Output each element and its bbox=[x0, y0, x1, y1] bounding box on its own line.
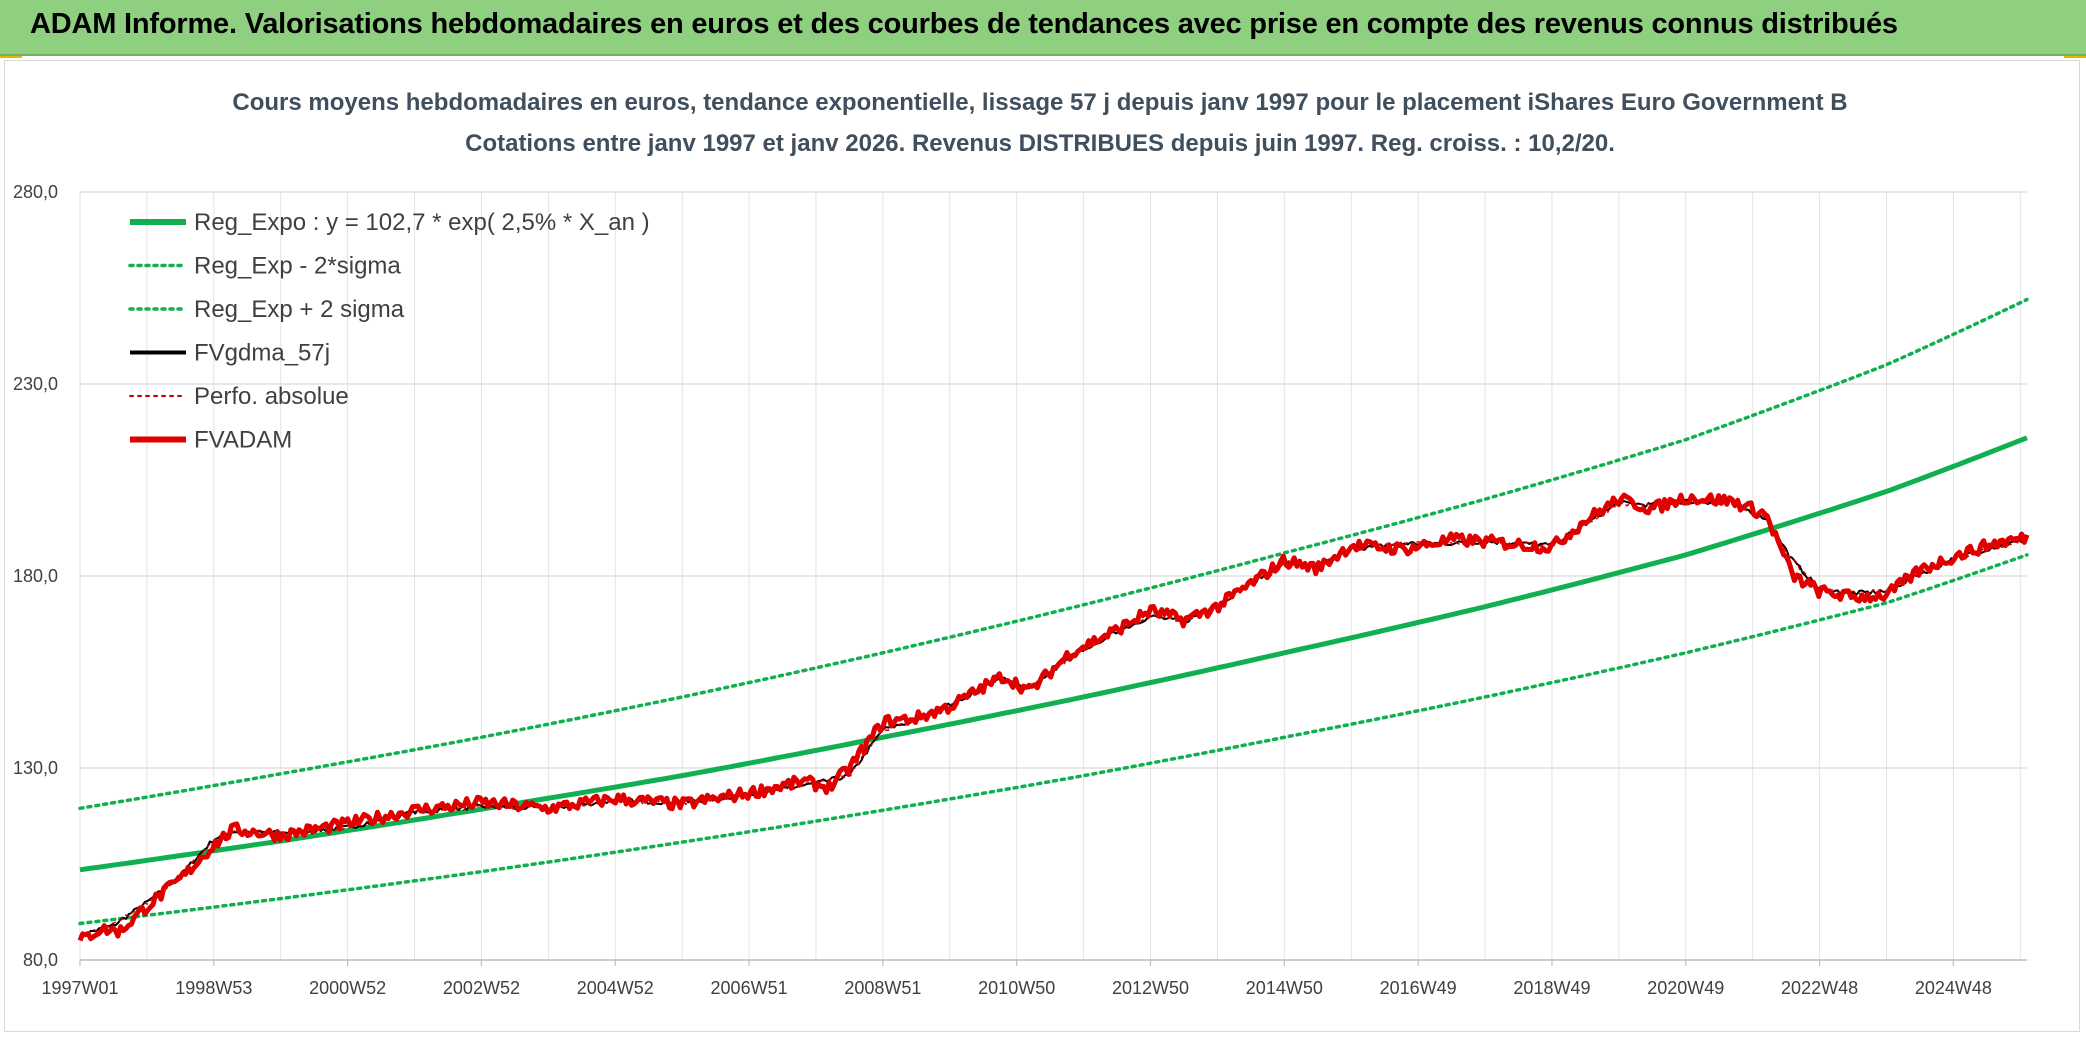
x-tick-label: 2018W49 bbox=[1513, 978, 1590, 998]
report-header: ADAM Informe. Valorisations hebdomadaire… bbox=[0, 0, 2086, 58]
y-tick-label: 80,0 bbox=[23, 950, 58, 970]
x-tick-label: 2002W52 bbox=[443, 978, 520, 998]
x-tick-label: 2020W49 bbox=[1647, 978, 1724, 998]
x-tick-label: 2008W51 bbox=[844, 978, 921, 998]
x-tick-label: 2004W52 bbox=[577, 978, 654, 998]
legend-label: Reg_Exp + 2 sigma bbox=[194, 296, 405, 323]
axes: 80,0 130,0 180,0 230,0 280,0 1997W01 1998W53 20… bbox=[13, 182, 2027, 998]
legend-label: Reg_Exp - 2*sigma bbox=[194, 253, 401, 280]
x-tick-label: 2024W48 bbox=[1915, 978, 1992, 998]
series-line bbox=[78, 297, 2029, 811]
x-tick-label: 2016W49 bbox=[1380, 978, 1457, 998]
report-title: ADAM Informe. Valorisations hebdomadaire… bbox=[30, 8, 1898, 40]
x-tick-label: 2012W50 bbox=[1112, 978, 1189, 998]
series-line bbox=[77, 492, 2030, 942]
legend-label: FVgdma_57j bbox=[194, 340, 330, 367]
x-tick-label: 2006W51 bbox=[711, 978, 788, 998]
header-bar: ADAM Informe. Valorisations hebdomadaire… bbox=[0, 0, 2086, 56]
y-tick-label: 280,0 bbox=[13, 182, 58, 202]
legend-label: FVADAM bbox=[194, 427, 292, 454]
chart-frame bbox=[4, 60, 2080, 1032]
series-line bbox=[79, 435, 2028, 873]
x-tick-label: 2022W48 bbox=[1781, 978, 1858, 998]
legend: Reg_Expo : y = 102,7 * exp( 2,5% * X_an … bbox=[128, 209, 650, 454]
x-tick-label: 2010W50 bbox=[978, 978, 1055, 998]
chart-title: Cours moyens hebdomadaires en euros, ten… bbox=[232, 89, 1847, 116]
series-line bbox=[78, 553, 2029, 926]
series-line bbox=[79, 498, 2028, 938]
x-tick-label: 2014W50 bbox=[1246, 978, 1323, 998]
y-tick-label: 130,0 bbox=[13, 758, 58, 778]
series-line bbox=[79, 499, 2028, 937]
chart-subtitle: Cotations entre janv 1997 et janv 2026. … bbox=[465, 130, 1615, 157]
y-tick-label: 180,0 bbox=[13, 566, 58, 586]
x-tick-label: 1997W01 bbox=[41, 978, 118, 998]
grid bbox=[79, 191, 2027, 961]
x-tick-label: 1998W53 bbox=[175, 978, 252, 998]
x-tick-label: 2000W52 bbox=[309, 978, 386, 998]
series-lines bbox=[77, 297, 2030, 942]
y-tick-label: 230,0 bbox=[13, 374, 58, 394]
legend-label: Perfo. absolue bbox=[194, 383, 349, 410]
legend-label: Reg_Expo : y = 102,7 * exp( 2,5% * X_an … bbox=[194, 209, 650, 236]
